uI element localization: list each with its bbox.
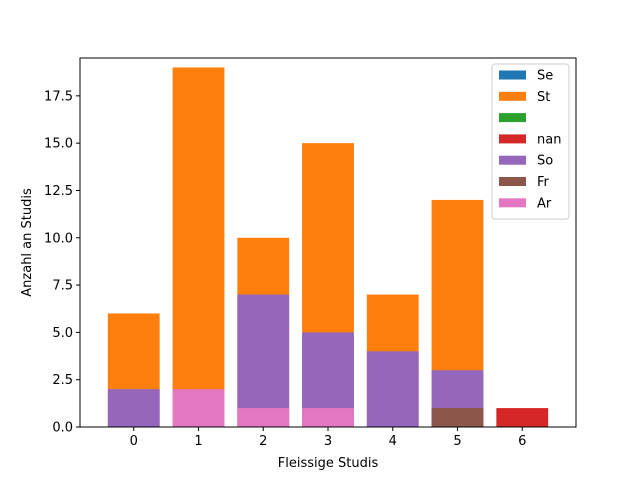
bar-Fr-5 — [431, 408, 484, 427]
legend-swatch — [499, 134, 526, 144]
bar-Ar-3 — [302, 408, 354, 427]
y-tick-label: 12.5 — [44, 184, 73, 199]
x-axis: 0 1 2 3 4 5 6 — [130, 427, 526, 449]
bar-Ar-2 — [237, 408, 290, 427]
legend-swatch — [499, 70, 526, 80]
legend-label: Se — [537, 69, 553, 84]
bar-Ar-1 — [172, 389, 225, 427]
y-tick-label: 17.5 — [44, 89, 73, 104]
y-tick-label: 0.0 — [52, 421, 73, 436]
x-tick-label: 6 — [518, 434, 526, 449]
legend-label: nan — [537, 132, 561, 147]
y-axis-title: Anzahl an Studis — [20, 188, 35, 297]
bar-So-4 — [366, 351, 419, 427]
bars-group — [107, 67, 549, 427]
x-tick-label: 4 — [389, 434, 397, 449]
legend-swatch — [499, 177, 526, 186]
legend-label: St — [537, 90, 550, 105]
bar-So-2 — [237, 294, 290, 427]
legend-label: So — [537, 154, 553, 169]
x-tick-label: 0 — [130, 434, 138, 449]
x-tick-label: 3 — [324, 434, 332, 449]
x-tick-label: 5 — [453, 434, 461, 449]
legend-swatch — [499, 91, 526, 101]
x-axis-title: Fleissige Studis — [278, 456, 379, 471]
x-tick-label: 2 — [259, 434, 267, 449]
legend-swatch — [499, 198, 526, 208]
bar-St-1 — [172, 67, 225, 427]
y-tick-label: 2.5 — [52, 373, 73, 388]
legend-swatch — [499, 155, 526, 165]
y-tick-label: 10.0 — [44, 231, 73, 246]
bar-So-0 — [107, 389, 160, 427]
legend-label: Fr — [537, 175, 550, 190]
y-tick-label: 7.5 — [52, 279, 73, 294]
y-tick-label: 15.0 — [44, 137, 73, 152]
y-axis: 0.0 2.5 5.0 7.5 10.0 12.5 15.0 17.5 — [44, 89, 80, 436]
legend: Se St nan So Fr Ar — [491, 63, 570, 220]
x-tick-label: 1 — [194, 434, 202, 449]
legend-label: Ar — [537, 196, 552, 211]
bar-nan-6 — [496, 408, 549, 427]
y-tick-label: 5.0 — [52, 326, 73, 341]
legend-swatch — [499, 113, 526, 123]
